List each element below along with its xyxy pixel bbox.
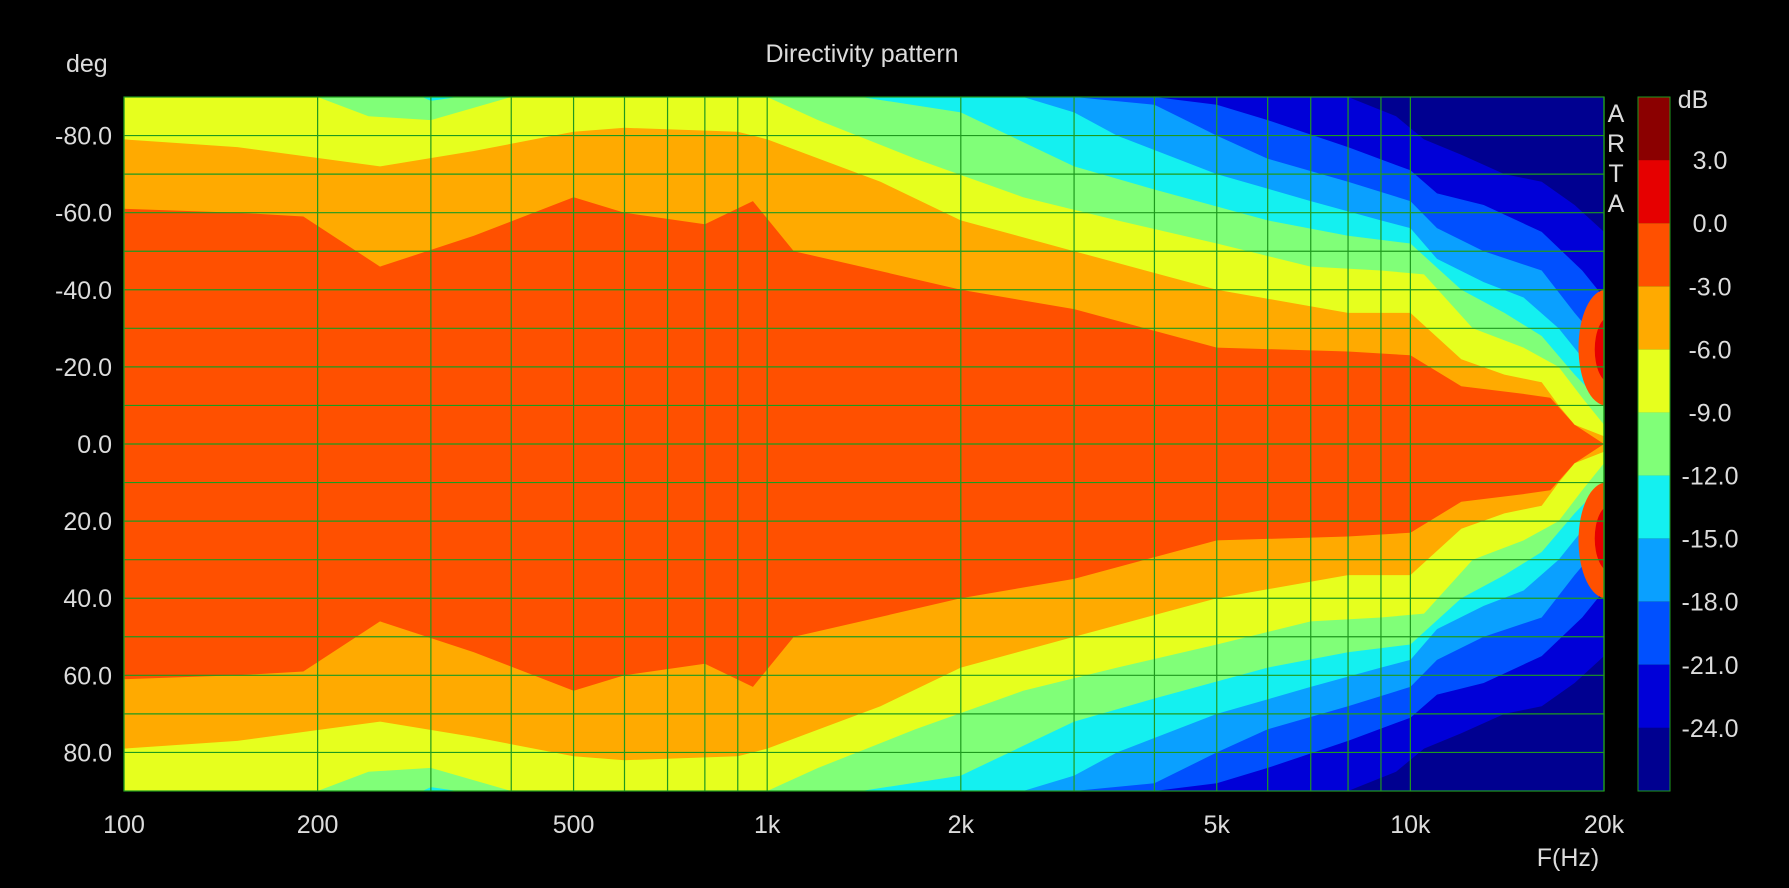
y-tick-label: -40.0 bbox=[55, 277, 112, 305]
colorbar-swatch bbox=[1638, 160, 1670, 224]
colorbar-label: dB bbox=[1678, 86, 1709, 114]
x-tick-label: 100 bbox=[103, 811, 145, 839]
colorbar-tick-label: -18.0 bbox=[1682, 589, 1739, 617]
colorbar-tick-label: 3.0 bbox=[1693, 147, 1728, 175]
x-tick-label: 500 bbox=[553, 811, 595, 839]
x-tick-label: 200 bbox=[297, 811, 339, 839]
colorbar-swatch bbox=[1638, 538, 1670, 602]
colorbar-swatch bbox=[1638, 664, 1670, 728]
x-axis-label: F(Hz) bbox=[1537, 844, 1599, 872]
x-tick-labels: 100 200 500 1k 2k 5k 10k 20k bbox=[103, 811, 1625, 839]
watermark-letter: A bbox=[1608, 100, 1625, 128]
chart-title: Directivity pattern bbox=[765, 40, 958, 68]
y-axis-label: deg bbox=[66, 50, 108, 78]
colorbar: 3.0 0.0 -3.0 -6.0 -9.0 -12.0 -15.0 -18.0 -21.0 -2… bbox=[1637, 96, 1739, 792]
colorbar-tick-label: -15.0 bbox=[1682, 526, 1739, 554]
colorbar-swatch bbox=[1638, 727, 1670, 791]
colorbar-swatch bbox=[1638, 223, 1670, 287]
y-tick-label: -60.0 bbox=[55, 200, 112, 228]
y-tick-labels: -80.0 -60.0 -40.0 -20.0 0.0 20.0 40.0 60.0 80.0 bbox=[55, 123, 112, 768]
grid-lines bbox=[123, 96, 1605, 792]
colorbar-tick-label: -21.0 bbox=[1682, 652, 1739, 680]
x-tick-label: 20k bbox=[1584, 811, 1625, 839]
y-tick-label: 0.0 bbox=[77, 431, 112, 459]
y-tick-label: -80.0 bbox=[55, 123, 112, 151]
hotspot bbox=[1578, 289, 1604, 406]
hotspot bbox=[1578, 482, 1604, 599]
colorbar-tick-label: -9.0 bbox=[1688, 399, 1731, 427]
y-tick-label: 20.0 bbox=[63, 508, 112, 536]
hotspot bbox=[1594, 508, 1604, 569]
colorbar-swatch bbox=[1638, 97, 1670, 161]
y-tick-label: 80.0 bbox=[63, 739, 112, 767]
colorbar-swatch bbox=[1638, 349, 1670, 413]
x-tick-label: 10k bbox=[1390, 811, 1431, 839]
colorbar-tick-label: -6.0 bbox=[1688, 336, 1731, 364]
colorbar-tick-label: -12.0 bbox=[1682, 463, 1739, 491]
x-tick-label: 5k bbox=[1204, 811, 1231, 839]
colorbar-frame bbox=[1637, 96, 1671, 792]
colorbar-tick-label: -3.0 bbox=[1688, 273, 1731, 301]
watermark-letter: R bbox=[1607, 130, 1625, 158]
y-tick-label: 40.0 bbox=[63, 585, 112, 613]
watermark-letter: T bbox=[1608, 160, 1623, 188]
colorbar-swatch bbox=[1638, 412, 1670, 476]
colorbar-swatch bbox=[1638, 286, 1670, 350]
heatmap-band-minus24 bbox=[1267, 97, 1604, 791]
colorbar-tick-label: -24.0 bbox=[1682, 715, 1739, 743]
colorbar-tick-label: 0.0 bbox=[1693, 210, 1728, 238]
colorbar-swatch bbox=[1638, 601, 1670, 665]
y-tick-label: 60.0 bbox=[63, 662, 112, 690]
x-tick-label: 1k bbox=[754, 811, 781, 839]
y-tick-label: -20.0 bbox=[55, 354, 112, 382]
colorbar-swatch bbox=[1638, 475, 1670, 539]
watermark-letter: A bbox=[1608, 190, 1625, 218]
plot-frame bbox=[123, 96, 1605, 792]
hotspot bbox=[1594, 319, 1604, 380]
heatmap-band-minus6 bbox=[124, 97, 1604, 791]
x-tick-label: 2k bbox=[948, 811, 975, 839]
